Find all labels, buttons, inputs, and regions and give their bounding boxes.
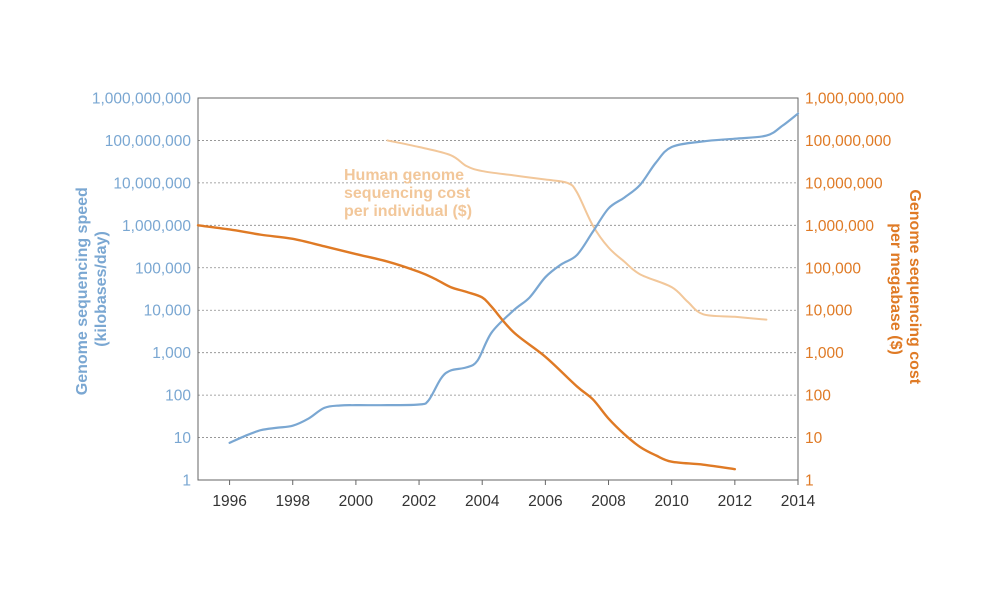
right-tick-label: 1,000,000,000 <box>805 91 905 108</box>
x-tick-label: 2004 <box>465 493 500 510</box>
left-tick-label: 1,000 <box>152 345 191 362</box>
x-tick-label: 2012 <box>718 493 752 510</box>
left-tick-label: 10,000,000 <box>113 175 191 192</box>
x-tick-label: 2014 <box>781 493 816 510</box>
left-tick-label: 1,000,000,000 <box>92 91 192 108</box>
right-tick-label: 1,000 <box>805 345 844 362</box>
sequencing-speed-line <box>228 112 800 444</box>
right-tick-label: 10,000,000 <box>805 175 883 192</box>
left-axis-ticks: 1 10 100 1,000 10,000 100,000 1,000,000 10,000,… <box>92 91 192 490</box>
x-tick-label: 2006 <box>528 493 562 510</box>
x-tick-label: 1996 <box>212 493 246 510</box>
right-axis-title: Genome sequencing cost per megabase ($) <box>887 189 923 388</box>
left-tick-label: 10,000 <box>144 303 192 320</box>
right-tick-label: 1,000,000 <box>805 218 874 235</box>
x-tick-label: 2010 <box>654 493 689 510</box>
right-tick-label: 100 <box>805 388 831 405</box>
right-tick-label: 10,000 <box>805 303 853 320</box>
left-tick-label: 100,000 <box>135 260 191 277</box>
x-tick-label: 1998 <box>275 493 309 510</box>
left-tick-label: 1 <box>182 473 191 490</box>
right-axis-ticks: 1 10 100 1,000 10,000 100,000 1,000,000 10,000,… <box>805 91 905 490</box>
left-tick-label: 10 <box>174 430 192 447</box>
left-tick-label: 100 <box>165 388 191 405</box>
right-tick-label: 10 <box>805 430 823 447</box>
x-tick-label: 2008 <box>591 493 625 510</box>
x-tick-label: 2002 <box>402 493 436 510</box>
plot-frame <box>197 97 799 481</box>
cost-per-megabase-line <box>196 224 737 471</box>
left-tick-label: 100,000,000 <box>105 133 192 150</box>
right-tick-label: 1 <box>805 473 814 490</box>
x-axis-ticks: 1996 1998 2000 2002 2004 2006 2008 2010 2012 2014 <box>212 480 816 510</box>
right-tick-label: 100,000 <box>805 260 861 277</box>
human-genome-cost-annotation: Human genome sequencing cost per individ… <box>344 167 475 220</box>
cost-per-genome-line <box>386 139 768 321</box>
series-lines <box>196 112 800 471</box>
left-axis-title: Genome sequencing speed (kilobases/day) <box>74 183 110 396</box>
right-tick-label: 100,000,000 <box>805 133 892 150</box>
grid-lines <box>198 140 798 438</box>
x-tick-label: 2000 <box>339 493 374 510</box>
left-tick-label: 1,000,000 <box>122 218 191 235</box>
